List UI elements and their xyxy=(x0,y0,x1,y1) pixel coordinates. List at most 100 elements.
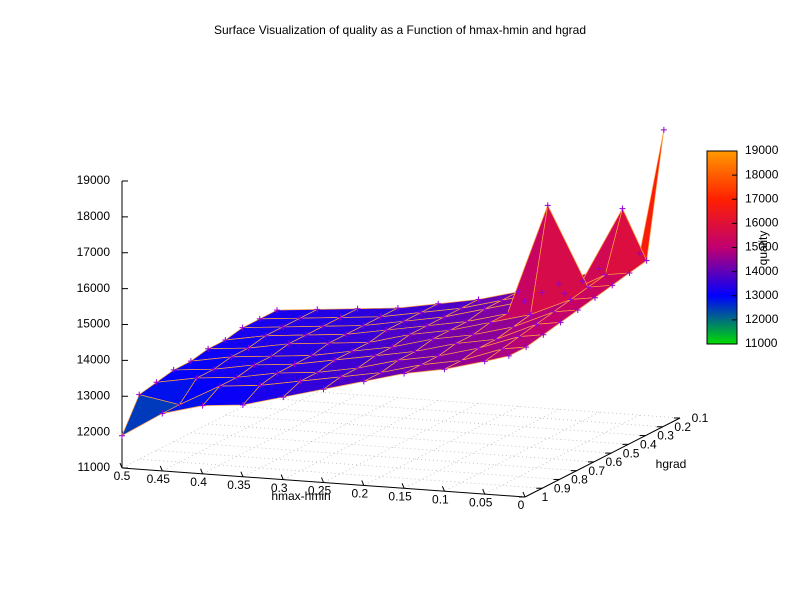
data-point xyxy=(234,374,241,381)
x-tick-label: 0.5 xyxy=(114,469,131,483)
data-point xyxy=(199,402,206,409)
grid-line xyxy=(259,397,663,428)
data-point xyxy=(585,284,592,291)
colorbar-tick-label: 11000 xyxy=(745,336,778,350)
data-point xyxy=(660,126,667,133)
data-point xyxy=(458,357,465,364)
grid-line xyxy=(173,441,577,472)
grid-line xyxy=(403,408,560,489)
data-point xyxy=(516,333,523,340)
y-tick-label: 0.1 xyxy=(692,411,709,425)
grid-line xyxy=(202,394,358,475)
data-point xyxy=(187,358,194,365)
x-axis-label: hmax-hmin xyxy=(271,489,330,503)
x-tick-label: 0.05 xyxy=(469,495,493,509)
data-point xyxy=(400,318,407,325)
x-tick-label: 0.25 xyxy=(308,484,332,498)
colorbar-tick-label: 15000 xyxy=(745,240,779,254)
colorbar-tick-label: 12000 xyxy=(745,312,779,326)
data-point xyxy=(222,336,229,343)
z-tick-label: 13000 xyxy=(77,388,111,402)
y-tick-label: 0.2 xyxy=(674,420,691,434)
data-point xyxy=(349,348,356,355)
data-point xyxy=(291,361,298,368)
x-tick xyxy=(401,483,405,489)
y-tick-label: 0.6 xyxy=(606,455,623,469)
data-point xyxy=(280,394,287,401)
data-point xyxy=(481,306,488,313)
data-point xyxy=(602,271,609,278)
data-point xyxy=(458,305,465,312)
grid-line xyxy=(363,406,519,486)
data-point xyxy=(435,352,442,359)
data-point xyxy=(354,365,361,372)
x-tick-label: 0.2 xyxy=(351,487,368,501)
x-tick xyxy=(200,468,204,474)
data-point xyxy=(567,296,574,303)
data-point xyxy=(136,391,143,398)
x-tick xyxy=(441,486,445,492)
y-tick-label: 0.8 xyxy=(571,473,588,487)
x-tick xyxy=(119,462,123,469)
data-point xyxy=(417,309,424,316)
chart-title: Surface Visualization of quality as a Fu… xyxy=(214,23,586,37)
data-point xyxy=(446,327,453,334)
y-tick-label: 0.9 xyxy=(554,481,571,495)
data-point xyxy=(383,327,390,334)
data-point xyxy=(239,324,246,331)
data-point xyxy=(337,314,344,321)
x-tick xyxy=(361,480,365,486)
data-point xyxy=(406,331,413,338)
data-point xyxy=(360,378,367,385)
data-point xyxy=(574,307,581,314)
x-tick-label: 0.15 xyxy=(388,489,412,503)
data-point xyxy=(561,290,568,297)
data-point xyxy=(498,345,505,352)
data-point xyxy=(423,322,430,329)
data-point xyxy=(274,307,280,314)
data-point xyxy=(354,305,361,312)
y-tick-label: 1 xyxy=(542,490,549,504)
data-point xyxy=(205,345,212,352)
data-point xyxy=(533,321,540,328)
data-point xyxy=(418,361,425,368)
data-point xyxy=(579,278,586,285)
colorbar-label: quality xyxy=(756,231,770,266)
data-point xyxy=(475,345,482,352)
data-point xyxy=(441,314,448,321)
grid-line xyxy=(156,450,560,480)
grid-line xyxy=(190,432,594,463)
grid-line xyxy=(225,414,629,445)
data-point xyxy=(441,366,448,373)
data-point xyxy=(326,340,333,347)
data-point xyxy=(239,401,246,408)
data-point xyxy=(389,343,396,350)
data-point xyxy=(377,313,384,320)
data-point xyxy=(540,331,547,338)
data-point xyxy=(596,265,603,272)
data-point xyxy=(268,353,275,360)
data-point xyxy=(366,339,373,346)
data-point xyxy=(257,382,264,389)
data-point xyxy=(550,308,557,315)
x-tick xyxy=(482,488,486,495)
z-tick-label: 19000 xyxy=(77,173,111,187)
z-tick-label: 14000 xyxy=(77,353,111,367)
data-point xyxy=(481,358,488,365)
x-tick xyxy=(240,471,244,477)
data-point xyxy=(297,378,304,385)
grid-line xyxy=(323,403,479,483)
data-point xyxy=(302,332,309,339)
data-point xyxy=(452,340,459,347)
y-tick-label: 0.7 xyxy=(588,464,605,478)
z-tick-label: 17000 xyxy=(77,245,111,259)
data-point xyxy=(331,356,338,363)
y-tick-label: 0.3 xyxy=(657,429,674,443)
data-point xyxy=(515,288,522,295)
grid-line xyxy=(162,391,318,472)
data-point xyxy=(378,369,385,376)
y-axis-label: hgrad xyxy=(656,457,687,471)
data-point xyxy=(170,366,177,373)
data-point xyxy=(523,344,530,351)
colorbar-tick-label: 16000 xyxy=(745,216,779,230)
